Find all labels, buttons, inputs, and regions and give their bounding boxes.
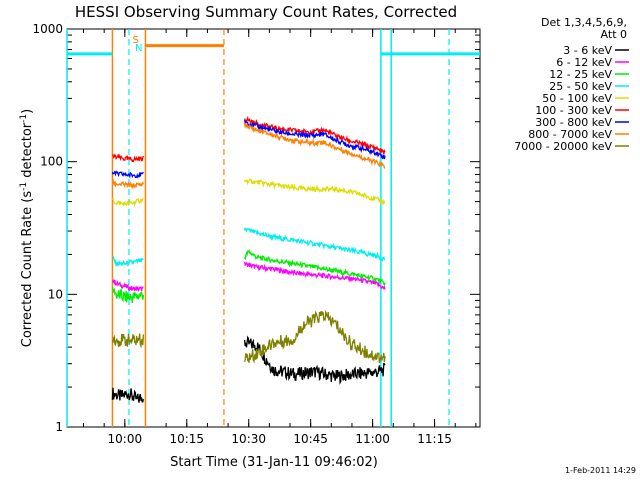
x-tick-label: 10:30 bbox=[231, 432, 266, 446]
legend-header-line1: Det 1,3,4,5,6,9, bbox=[541, 16, 627, 29]
y-axis-label-sup2: -1 bbox=[19, 114, 29, 123]
data-series bbox=[111, 115, 386, 403]
series-line bbox=[111, 278, 144, 293]
x-tick-label: 10:15 bbox=[169, 432, 204, 446]
y-axis-label-sup1: -1 bbox=[19, 182, 29, 191]
annotations: SN bbox=[66, 29, 480, 427]
series-line bbox=[112, 153, 145, 163]
y-axis-label: Corrected Count Rate (s-1 detector-1) bbox=[19, 109, 35, 347]
y-tick-label: 10 bbox=[48, 287, 63, 301]
legend-item-label: 300 - 800 keV bbox=[535, 116, 612, 129]
y-axis-ticks: 1 10 100 1000 bbox=[32, 22, 480, 434]
y-tick-label: 1000 bbox=[32, 22, 63, 36]
series-line bbox=[111, 170, 144, 179]
x-tick-label: 11:15 bbox=[417, 432, 452, 446]
legend-item-label: 800 - 7000 keV bbox=[528, 128, 612, 141]
saa-label: S bbox=[132, 35, 138, 46]
x-tick-label: 11:00 bbox=[355, 432, 390, 446]
series-line bbox=[243, 227, 386, 262]
series-line bbox=[111, 177, 145, 190]
night-label: N bbox=[135, 43, 142, 54]
x-tick-label: 10:00 bbox=[108, 432, 143, 446]
footer-date: 1-Feb-2011 14:29 bbox=[565, 466, 636, 475]
x-axis-ticks: 10:00 10:15 10:30 10:45 11:00 11:15 bbox=[83, 29, 477, 446]
y-axis-label-part1: Corrected Count Rate (s bbox=[20, 191, 35, 348]
legend-header-line2: Att 0 bbox=[601, 28, 627, 41]
series-line bbox=[111, 197, 144, 207]
series-line bbox=[111, 286, 145, 303]
series-line bbox=[244, 248, 386, 286]
chart-title: HESSI Observing Summary Count Rates, Cor… bbox=[75, 3, 457, 21]
y-axis-label-part3: ) bbox=[20, 109, 35, 114]
series-line bbox=[111, 387, 145, 403]
series-line bbox=[243, 120, 386, 160]
y-axis-label-part2: detector bbox=[20, 122, 35, 182]
series-line bbox=[243, 122, 386, 169]
legend-item-label: 3 - 6 keV bbox=[563, 44, 612, 57]
series-line bbox=[111, 254, 144, 267]
series-line bbox=[244, 177, 386, 206]
x-axis-label: Start Time (31-Jan-11 09:46:02) bbox=[170, 455, 378, 470]
y-tick-label: 100 bbox=[40, 155, 63, 169]
legend-item-label: 25 - 50 keV bbox=[549, 80, 612, 93]
legend-item-label: 100 - 300 keV bbox=[535, 104, 612, 117]
legend-item-label: 7000 - 20000 keV bbox=[514, 140, 612, 153]
y-tick-label: 1 bbox=[55, 420, 63, 434]
series-line bbox=[111, 333, 145, 349]
series-line bbox=[243, 335, 386, 385]
legend-item-label: 50 - 100 keV bbox=[542, 92, 612, 105]
x-tick-label: 10:45 bbox=[293, 432, 328, 446]
series-line bbox=[243, 261, 386, 290]
series-line bbox=[243, 309, 386, 364]
legend-item-label: 12 - 25 keV bbox=[549, 68, 612, 81]
legend-item-label: 6 - 12 keV bbox=[556, 56, 612, 69]
